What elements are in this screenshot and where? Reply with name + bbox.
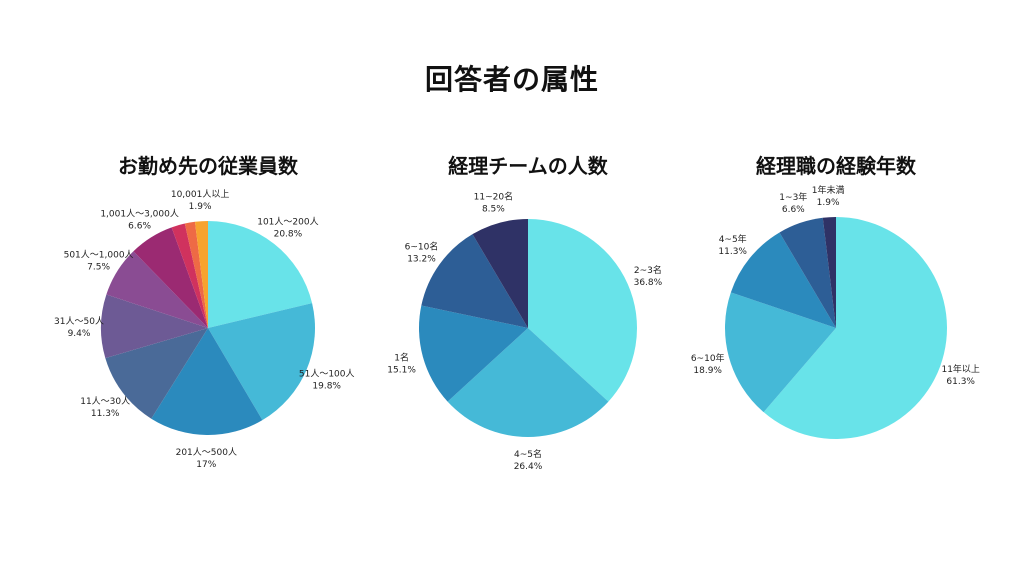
slice-label: 6~10年	[691, 352, 725, 364]
slice-value-label: 8.5%	[482, 205, 505, 215]
slice-label: 51人〜100人	[299, 368, 355, 379]
slice-label: 11人〜30人	[80, 396, 130, 407]
pie-chart-team-size: 2~3名 36.8% 4~5名 26.4% 1名 15.1% 6~10名 13.2% 11~20…	[387, 191, 663, 472]
slice-label: 1年未満	[812, 184, 845, 196]
pie-slice	[100, 294, 208, 359]
pie-slice	[822, 217, 836, 328]
chart-experience: 経理職の経験年数 11年以上 61.3% 6~10年 18.9% 4~5年 11.3% 1~…	[676, 140, 996, 480]
slice-label: 1~3年	[779, 191, 807, 203]
slice-label-group: 6~10年 18.9%	[691, 352, 725, 376]
slice-value-label: 18.9%	[693, 366, 722, 376]
chart-title-team-size: 経理チームの人数	[448, 154, 608, 178]
pie-slice	[730, 232, 836, 328]
slice-value-label: 26.4%	[514, 462, 543, 472]
slice-label: 101人〜200人	[257, 217, 318, 228]
pie-slice	[171, 223, 208, 328]
slice-label-group: 11年以上 61.3%	[941, 363, 979, 387]
slice-value-label: 20.8%	[274, 230, 303, 240]
slice-label-group: 6~10名 13.2%	[405, 241, 439, 265]
slice-value-label: 11.3%	[91, 409, 120, 419]
pie-slice	[106, 251, 208, 328]
slice-label-group: 11人〜30人 11.3%	[80, 396, 130, 419]
slice-label: 2~3名	[634, 264, 662, 276]
slice-value-label: 7.5%	[87, 263, 110, 273]
pie-slice	[208, 221, 313, 328]
slice-label-group: 1~3年 6.6%	[779, 191, 807, 215]
pie-chart-experience: 11年以上 61.3% 6~10年 18.9% 4~5年 11.3% 1~3年 6.6% 1年未…	[691, 184, 980, 439]
pie-slice	[208, 303, 315, 421]
pie-slice	[447, 328, 609, 437]
chart-employees: お勤め先の従業員数 101人〜200人 20.8% 51人〜100人 19.8% 201…	[48, 140, 368, 480]
slice-label-group: 501人〜1,000人 7.5%	[64, 250, 134, 273]
slice-value-label: 36.8%	[634, 278, 663, 288]
slice-label: 501人〜1,000人	[64, 250, 134, 261]
slice-label-group: 2~3名 36.8%	[634, 264, 663, 288]
pie-slice	[528, 219, 637, 402]
slice-value-label: 6.6%	[128, 222, 151, 232]
slice-label: 11~20名	[474, 191, 513, 203]
slice-label-group: 1年未満 1.9%	[812, 184, 845, 208]
slice-value-label: 15.1%	[387, 366, 416, 376]
slice-label-group: 11~20名 8.5%	[474, 191, 513, 215]
slice-label: 4~5年	[719, 233, 747, 245]
chart-team-size: 経理チームの人数 2~3名 36.8% 4~5名 26.4% 1名 15.1% 6~10名 1…	[368, 140, 688, 480]
slice-label: 201人〜500人	[176, 447, 237, 458]
slice-label: 1,001人〜3,000人	[100, 209, 179, 220]
pie-slice	[184, 221, 208, 328]
page-title: 回答者の属性	[424, 63, 599, 96]
pie-slice	[421, 234, 528, 328]
slice-value-label: 1.9%	[189, 202, 212, 212]
pie-slice	[105, 328, 208, 419]
pie-slice	[418, 305, 528, 402]
pie-slice	[194, 221, 208, 328]
pie-slice	[151, 328, 263, 435]
slice-label: 4~5名	[514, 448, 542, 460]
slice-label: 1名	[394, 352, 409, 364]
slice-value-label: 19.8%	[312, 381, 341, 391]
slice-label-group: 1名 15.1%	[387, 352, 416, 376]
slice-label-group: 10,001人以上 1.9%	[171, 189, 230, 212]
chart-title-experience: 経理職の経験年数	[756, 154, 916, 178]
slice-label-group: 51人〜100人 19.8%	[299, 368, 355, 391]
slice-label: 31人〜50人	[54, 316, 104, 327]
slice-label-group: 4~5名 26.4%	[514, 448, 543, 472]
slice-label-group: 101人〜200人 20.8%	[257, 217, 318, 240]
slice-label: 10,001人以上	[171, 189, 230, 200]
pie-slice	[779, 217, 836, 328]
slice-label-group: 201人〜500人 17%	[176, 447, 237, 470]
slice-value-label: 6.6%	[782, 205, 805, 215]
slice-label: 11年以上	[941, 363, 979, 375]
slice-value-label: 61.3%	[946, 377, 975, 387]
slice-label-group: 1,001人〜3,000人 6.6%	[100, 209, 179, 232]
slice-value-label: 1.9%	[817, 198, 840, 208]
slice-label-group: 31人〜50人 9.4%	[54, 316, 104, 339]
slice-value-label: 13.2%	[407, 255, 436, 265]
pie-chart-employees: 101人〜200人 20.8% 51人〜100人 19.8% 201人〜500人 17% 1…	[54, 189, 355, 470]
pie-slice	[724, 292, 836, 413]
slice-label-group: 4~5年 11.3%	[718, 233, 747, 257]
chart-title-employees: お勤め先の従業員数	[118, 154, 298, 178]
pie-slice	[763, 217, 948, 439]
slice-label: 6~10名	[405, 241, 439, 253]
slice-value-label: 11.3%	[718, 247, 747, 257]
pie-slice	[133, 227, 208, 328]
slice-value-label: 17%	[196, 460, 216, 470]
slice-value-label: 9.4%	[68, 329, 91, 339]
pie-slice	[472, 219, 528, 328]
